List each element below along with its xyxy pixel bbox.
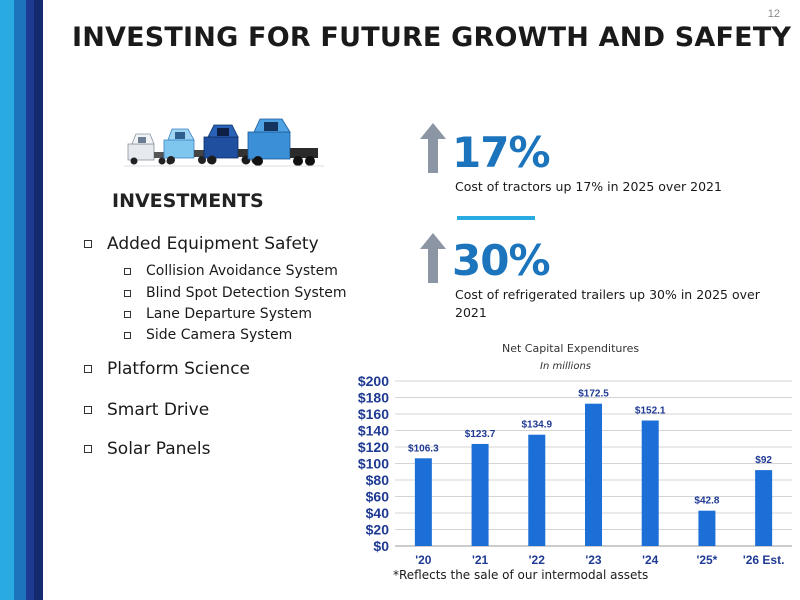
- left-stripe-dark: [26, 0, 34, 600]
- tractor-cost-description: Cost of tractors up 17% in 2025 over 202…: [455, 179, 722, 194]
- list-item-smart-drive: Smart Drive: [84, 400, 209, 420]
- y-tick-label: $60: [366, 489, 390, 505]
- data-label: $152.1: [635, 406, 666, 417]
- list-item-label: Smart Drive: [107, 400, 210, 420]
- x-tick-label: '20: [415, 553, 432, 567]
- data-label: $134.9: [521, 420, 552, 431]
- trucks-image: [124, 118, 324, 167]
- data-label: $123.7: [465, 429, 496, 440]
- y-tick-label: $0: [373, 538, 389, 554]
- page-title: INVESTING FOR FUTURE GROWTH AND SAFETY: [72, 22, 792, 53]
- x-tick-label: '23: [585, 553, 602, 567]
- tractor-cost-stat: 17%: [452, 128, 551, 177]
- checkbox-bullet-icon: [124, 267, 131, 275]
- trailer-cost-description-line1: Cost of refrigerated trailers up 30% in …: [455, 287, 760, 302]
- y-tick-label: $120: [358, 439, 389, 455]
- chart-title: Net Capital Expenditures: [502, 342, 640, 355]
- x-tick-label: '22: [529, 553, 546, 567]
- trailer-cost-description: Cost of refrigerated trailers up 30% in …: [455, 286, 760, 322]
- y-tick-label: $40: [366, 505, 390, 521]
- capex-bar-chart: $0$20$40$60$80$100$120$140$160$180$200 $1…: [358, 373, 792, 567]
- trailer-cost-description-line2: 2021: [455, 305, 487, 320]
- investments-heading: INVESTMENTS: [112, 190, 264, 212]
- list-item-platform-science: Platform Science: [84, 359, 250, 379]
- data-label: $172.5: [578, 389, 609, 400]
- y-tick-label: $100: [358, 456, 389, 472]
- bar: [585, 403, 602, 546]
- sublist-item-label: Blind Spot Detection System: [146, 285, 347, 301]
- bar: [471, 443, 489, 546]
- y-tick-label: $200: [358, 373, 389, 389]
- stat-divider: [457, 216, 535, 220]
- up-arrow-icon: [420, 233, 446, 283]
- left-stripe-light: [0, 0, 14, 600]
- sublist-item-blind-spot-detection: Blind Spot Detection System: [124, 285, 347, 301]
- list-item-label: Added Equipment Safety: [107, 234, 319, 254]
- sublist-item-label: Collision Avoidance System: [146, 263, 338, 279]
- y-tick-label: $180: [358, 390, 389, 406]
- sublist-item-side-camera: Side Camera System: [124, 327, 292, 343]
- sublist-item-lane-departure: Lane Departure System: [124, 306, 312, 322]
- bar: [528, 434, 546, 546]
- data-label: $92: [755, 455, 772, 466]
- list-item-label: Solar Panels: [107, 439, 211, 459]
- trailer-cost-stat: 30%: [452, 236, 551, 285]
- y-tick-label: $140: [358, 423, 389, 439]
- y-tick-label: $80: [366, 472, 390, 488]
- y-tick-label: $20: [366, 522, 390, 538]
- data-label: $42.8: [694, 496, 719, 507]
- data-label: $106.3: [408, 443, 439, 454]
- list-item-label: Platform Science: [107, 359, 250, 379]
- x-tick-label: '26 Est.: [743, 553, 785, 567]
- list-item-solar-panels: Solar Panels: [84, 439, 210, 459]
- checkbox-bullet-icon: [124, 331, 131, 339]
- checkbox-bullet-icon: [124, 289, 131, 297]
- checkbox-bullet-icon: [84, 240, 92, 248]
- chart-subtitle: In millions: [540, 361, 591, 372]
- bar: [755, 470, 773, 546]
- left-stripe-navy: [34, 0, 43, 600]
- chart-footnote: *Reflects the sale of our intermodal ass…: [393, 568, 649, 582]
- checkbox-bullet-icon: [84, 406, 92, 414]
- checkbox-bullet-icon: [124, 310, 131, 318]
- sublist-item-label: Side Camera System: [146, 327, 293, 343]
- up-arrow-icon: [420, 123, 446, 173]
- bar: [698, 510, 716, 546]
- bar: [641, 420, 659, 546]
- bar: [414, 458, 432, 546]
- sublist-item-collision-avoidance: Collision Avoidance System: [124, 263, 338, 279]
- y-tick-label: $160: [358, 406, 389, 422]
- list-item-added-equipment-safety: Added Equipment Safety: [84, 234, 319, 254]
- checkbox-bullet-icon: [84, 445, 92, 453]
- sublist-item-label: Lane Departure System: [146, 306, 313, 322]
- x-tick-label: '24: [642, 553, 659, 567]
- left-stripe-mid: [14, 0, 26, 600]
- x-tick-label: '21: [472, 553, 489, 567]
- x-tick-label: '25*: [696, 553, 717, 567]
- page-number: 12: [767, 8, 780, 20]
- checkbox-bullet-icon: [84, 365, 92, 373]
